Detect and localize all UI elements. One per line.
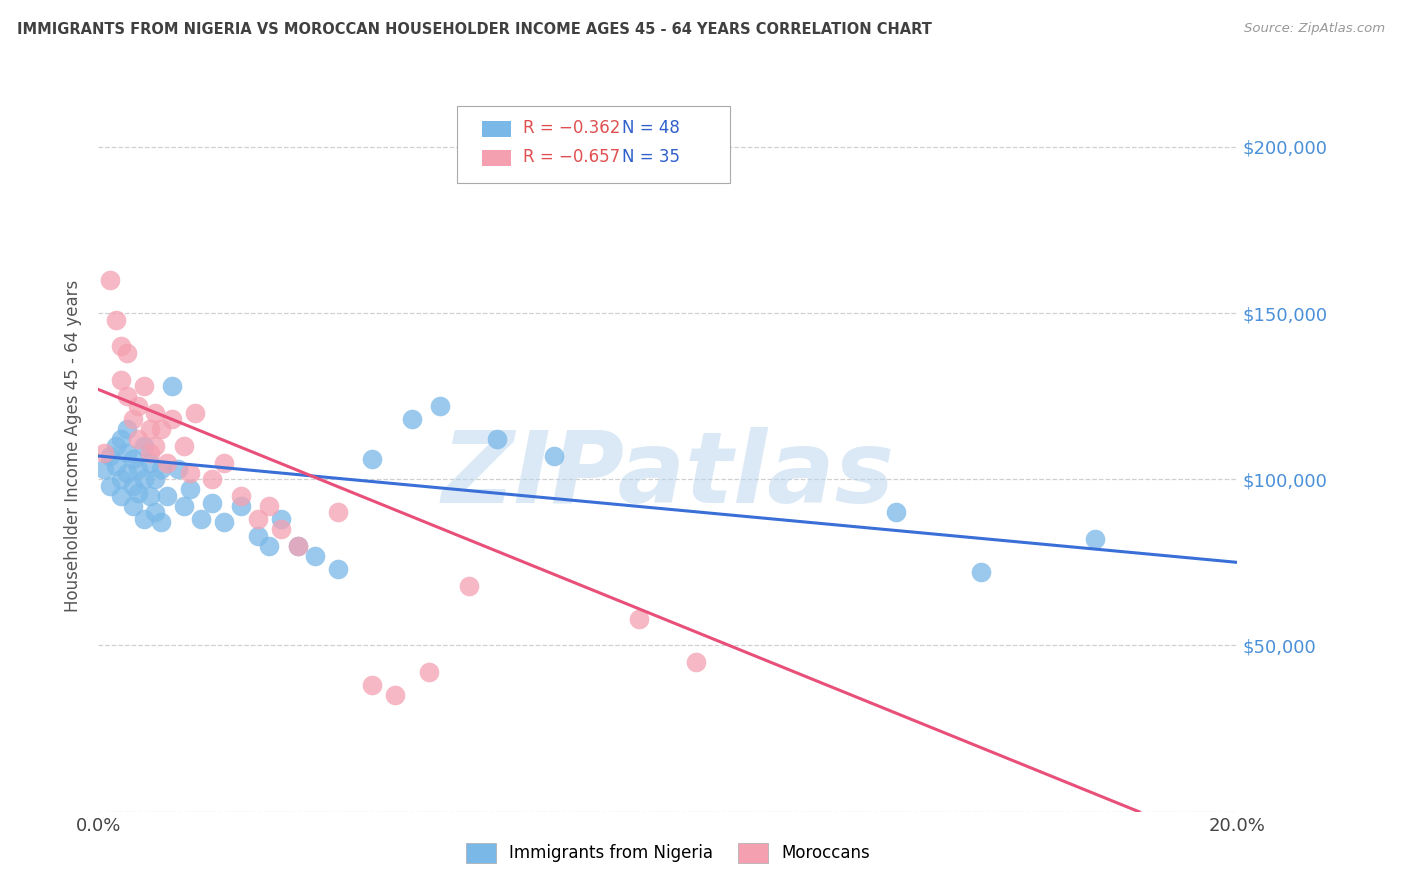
Point: [229, 499, 252, 513]
Point: [270, 512, 292, 526]
Point: [127, 462, 149, 476]
Point: [418, 665, 440, 679]
Point: [110, 433, 132, 447]
Point: [115, 466, 138, 480]
Point: [110, 489, 132, 503]
Point: [1084, 532, 1107, 546]
Point: [115, 422, 138, 436]
Point: [246, 512, 269, 526]
Point: [429, 399, 451, 413]
Legend: Immigrants from Nigeria, Moroccans: Immigrants from Nigeria, Moroccans: [458, 837, 877, 869]
Point: [884, 506, 907, 520]
Point: [150, 462, 173, 476]
FancyBboxPatch shape: [457, 106, 731, 183]
Point: [145, 439, 167, 453]
Point: [145, 472, 167, 486]
Point: [121, 479, 143, 493]
Point: [104, 458, 127, 473]
FancyBboxPatch shape: [482, 150, 510, 166]
Text: Source: ZipAtlas.com: Source: ZipAtlas.com: [1244, 22, 1385, 36]
Point: [457, 579, 479, 593]
Point: [184, 406, 207, 420]
Point: [628, 612, 651, 626]
Point: [179, 482, 201, 496]
Point: [110, 372, 132, 386]
Text: R = −0.362: R = −0.362: [523, 119, 620, 136]
Point: [212, 456, 235, 470]
Point: [121, 412, 143, 426]
Point: [132, 512, 155, 526]
Point: [384, 689, 406, 703]
Point: [162, 412, 184, 426]
Point: [98, 449, 121, 463]
Point: [104, 312, 127, 326]
Text: ZIPatlas: ZIPatlas: [441, 426, 894, 524]
Point: [201, 472, 224, 486]
Point: [150, 516, 173, 530]
Point: [156, 456, 179, 470]
Point: [190, 512, 212, 526]
Point: [156, 489, 179, 503]
Point: [150, 422, 173, 436]
Point: [127, 399, 149, 413]
Point: [173, 499, 195, 513]
Point: [201, 495, 224, 509]
Point: [167, 462, 190, 476]
Point: [401, 412, 423, 426]
Point: [110, 339, 132, 353]
Point: [132, 472, 155, 486]
Point: [127, 433, 149, 447]
Text: N = 48: N = 48: [623, 119, 681, 136]
Point: [304, 549, 326, 563]
Point: [115, 389, 138, 403]
Point: [138, 456, 160, 470]
Y-axis label: Householder Income Ages 45 - 64 years: Householder Income Ages 45 - 64 years: [65, 280, 83, 612]
Point: [179, 466, 201, 480]
Point: [110, 472, 132, 486]
Text: R = −0.657: R = −0.657: [523, 148, 620, 166]
Point: [132, 439, 155, 453]
Point: [93, 445, 115, 459]
Point: [543, 449, 565, 463]
Point: [173, 439, 195, 453]
Point: [98, 273, 121, 287]
Point: [259, 499, 281, 513]
Point: [360, 452, 382, 467]
Point: [259, 539, 281, 553]
Point: [104, 439, 127, 453]
Point: [360, 678, 382, 692]
Point: [115, 445, 138, 459]
Point: [486, 433, 509, 447]
Point: [132, 379, 155, 393]
Point: [270, 522, 292, 536]
Text: IMMIGRANTS FROM NIGERIA VS MOROCCAN HOUSEHOLDER INCOME AGES 45 - 64 YEARS CORREL: IMMIGRANTS FROM NIGERIA VS MOROCCAN HOUS…: [17, 22, 932, 37]
Point: [246, 529, 269, 543]
Text: N = 35: N = 35: [623, 148, 681, 166]
Point: [93, 462, 115, 476]
Point: [138, 445, 160, 459]
Point: [145, 406, 167, 420]
Point: [970, 566, 993, 580]
Point: [138, 422, 160, 436]
Point: [685, 655, 707, 669]
Point: [229, 489, 252, 503]
Point: [162, 379, 184, 393]
Point: [287, 539, 309, 553]
FancyBboxPatch shape: [482, 120, 510, 136]
Point: [115, 346, 138, 360]
Point: [287, 539, 309, 553]
Point: [326, 562, 349, 576]
Point: [127, 485, 149, 500]
Point: [138, 489, 160, 503]
Point: [121, 452, 143, 467]
Point: [145, 506, 167, 520]
Point: [326, 506, 349, 520]
Point: [121, 499, 143, 513]
Point: [212, 516, 235, 530]
Point: [98, 479, 121, 493]
